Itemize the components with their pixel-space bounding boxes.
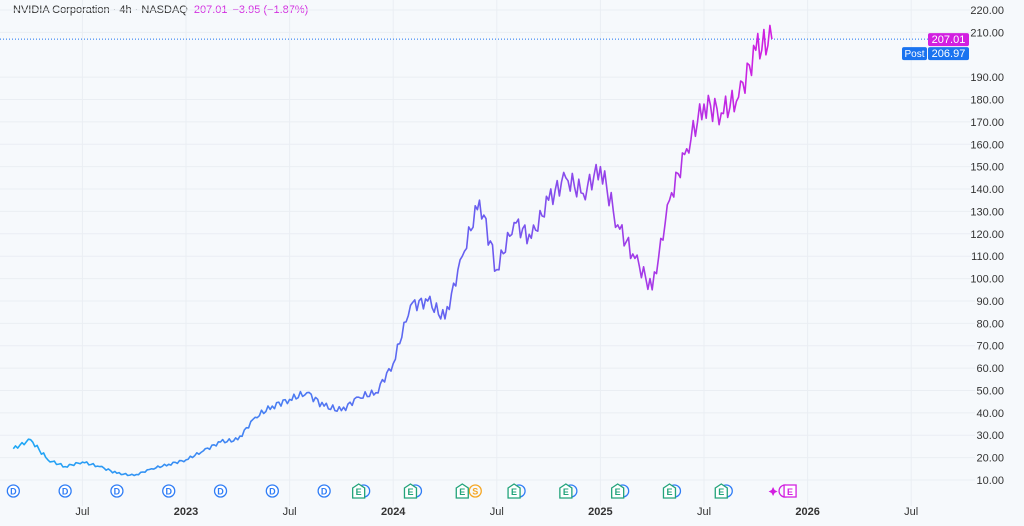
- svg-text:E: E: [459, 487, 465, 497]
- y-tick-label: 10.00: [976, 475, 1004, 487]
- svg-text:E: E: [563, 487, 569, 497]
- earnings-marker[interactable]: E: [403, 483, 423, 499]
- svg-text:E: E: [787, 487, 793, 497]
- y-tick-label: 130.00: [970, 206, 1004, 218]
- svg-text:E: E: [718, 487, 724, 497]
- x-tick-label: Jul: [283, 506, 297, 518]
- y-tick-label: 110.00: [971, 251, 1004, 263]
- x-tick-label: 2026: [795, 506, 819, 518]
- svg-text:E: E: [356, 487, 362, 497]
- earnings-marker[interactable]: E: [611, 483, 630, 499]
- svg-text:D: D: [114, 487, 121, 497]
- x-tick-label: Jul: [697, 506, 711, 518]
- x-tick-label: Jul: [75, 506, 89, 518]
- price-line: [12, 24, 773, 477]
- y-tick-label: 30.00: [976, 430, 1004, 442]
- earnings-marker[interactable]: E: [352, 483, 371, 499]
- dividend-marker[interactable]: D: [162, 484, 176, 498]
- y-tick-label: 170.00: [970, 117, 1004, 129]
- post-price-badge: [928, 47, 969, 61]
- y-tick-label: 80.00: [976, 318, 1004, 330]
- x-tick-label: Jul: [904, 506, 918, 518]
- last-price-badge: [928, 33, 969, 47]
- svg-text:D: D: [10, 487, 17, 497]
- earnings-marker[interactable]: SE: [455, 483, 482, 499]
- x-tick-label: 2024: [381, 506, 406, 518]
- svg-text:D: D: [217, 487, 224, 497]
- svg-text:D: D: [62, 487, 69, 497]
- earnings-marker[interactable]: E: [768, 484, 797, 498]
- y-tick-label: 100.00: [970, 274, 1004, 286]
- svg-text:E: E: [407, 487, 413, 497]
- post-label-badge: [902, 47, 927, 61]
- dividend-marker[interactable]: D: [265, 484, 279, 498]
- earnings-marker[interactable]: E: [559, 483, 578, 499]
- post-label-text: Post: [904, 49, 924, 60]
- y-tick-label: 20.00: [976, 453, 1004, 465]
- y-tick-label: 210.00: [970, 27, 1004, 39]
- earnings-marker[interactable]: E: [507, 483, 526, 499]
- y-tick-label: 40.00: [976, 408, 1004, 420]
- y-tick-label: 60.00: [976, 363, 1004, 375]
- dividend-marker[interactable]: D: [6, 484, 20, 498]
- split-marker-text: S: [472, 487, 478, 497]
- post-price-text: 206.97: [932, 48, 966, 60]
- x-tick-label: Jul: [490, 506, 504, 518]
- svg-text:D: D: [321, 487, 328, 497]
- y-tick-label: 120.00: [970, 229, 1004, 241]
- y-tick-label: 150.00: [970, 162, 1004, 174]
- y-tick-label: 140.00: [970, 184, 1004, 196]
- svg-text:E: E: [666, 487, 672, 497]
- last-price-badge-text: 207.01: [932, 34, 966, 46]
- x-tick-label: 2023: [174, 506, 198, 518]
- svg-text:E: E: [511, 487, 517, 497]
- svg-text:E: E: [615, 487, 621, 497]
- earnings-marker[interactable]: E: [714, 483, 733, 499]
- dividend-marker[interactable]: D: [58, 484, 72, 498]
- svg-text:D: D: [165, 487, 172, 497]
- svg-text:D: D: [269, 487, 276, 497]
- dividend-marker[interactable]: D: [317, 484, 331, 498]
- earnings-marker[interactable]: E: [662, 483, 682, 499]
- dividend-marker[interactable]: D: [213, 484, 228, 498]
- x-tick-label: 2025: [588, 506, 612, 518]
- y-tick-label: 160.00: [970, 139, 1004, 151]
- y-tick-label: 70.00: [976, 341, 1004, 353]
- y-tick-label: 190.00: [970, 72, 1004, 84]
- y-tick-label: 50.00: [976, 385, 1004, 397]
- y-tick-label: 90.00: [976, 296, 1004, 308]
- y-tick-label: 180.00: [970, 95, 1004, 107]
- y-tick-label: 220.00: [970, 5, 1004, 17]
- dividend-marker[interactable]: D: [110, 484, 124, 498]
